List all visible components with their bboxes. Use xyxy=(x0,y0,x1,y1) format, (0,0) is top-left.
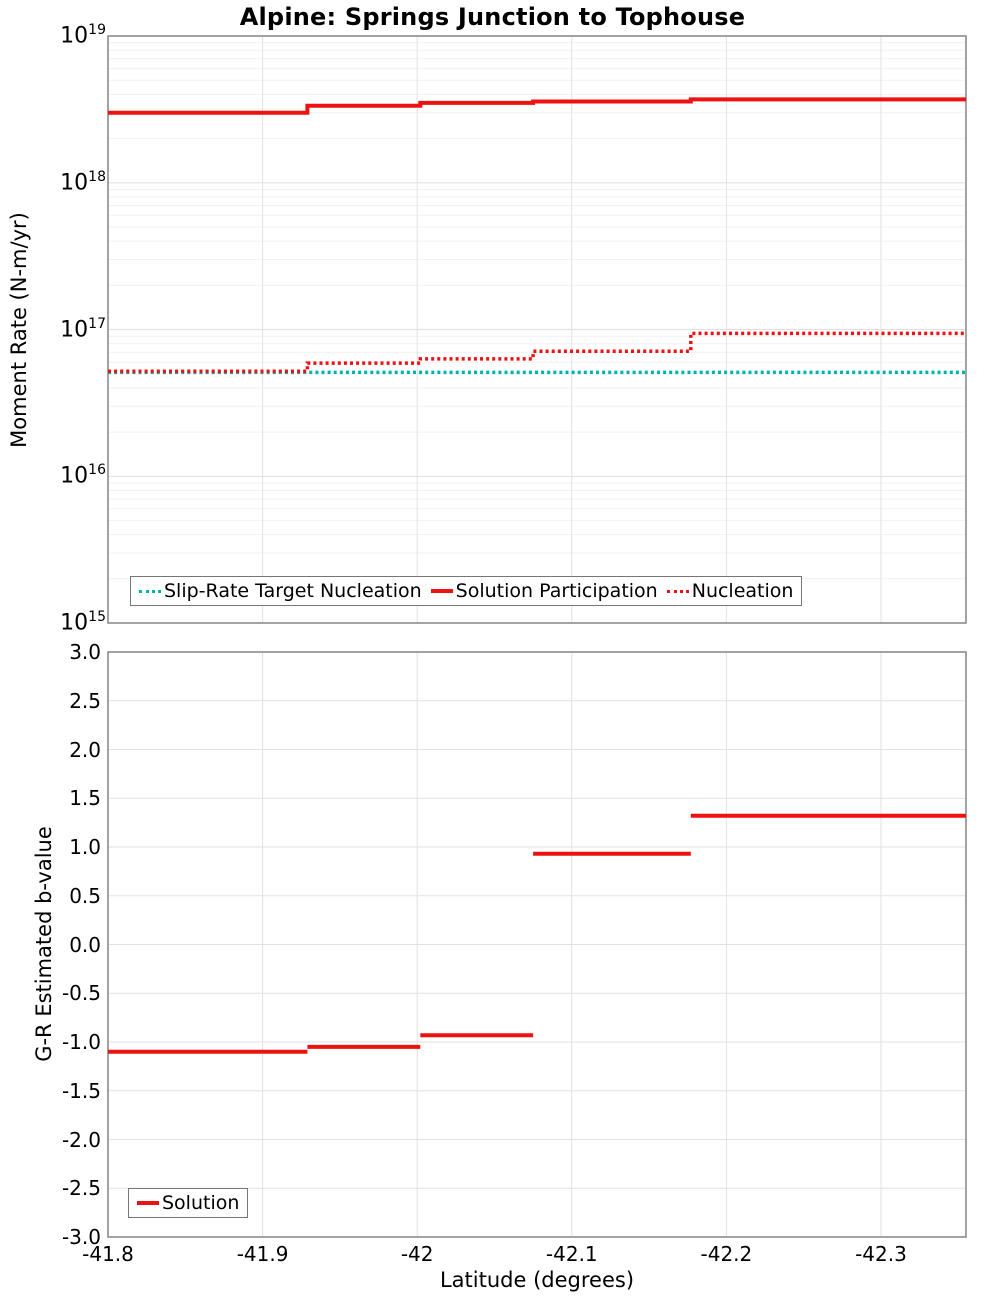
y-tick-label-2.5: 2.5 xyxy=(69,688,101,713)
legend-label: Solution Participation xyxy=(455,580,658,602)
y-tick-label--3.0: -3.0 xyxy=(61,1225,101,1249)
x-tick-label--42.1: -42.1 xyxy=(545,1242,598,1266)
y-tick-label-1.5: 1.5 xyxy=(69,786,101,811)
dotted-line-swatch-cyan xyxy=(139,589,161,593)
x-tick-label--41.8: -41.8 xyxy=(82,1242,134,1266)
legend-label: Slip-Rate Target Nucleation xyxy=(164,580,422,602)
plot-borders xyxy=(107,35,967,1238)
y-tick-label-1e18: 1018 xyxy=(60,168,106,196)
gridlines-b-value-plot xyxy=(108,652,966,1237)
series-solution-participation xyxy=(108,97,966,115)
y-tick-label--2.5: -2.5 xyxy=(61,1176,101,1201)
y-tick-label-0.5: 0.5 xyxy=(69,883,101,908)
y-tick-label-2.0: 2.0 xyxy=(69,737,101,762)
y-tick-label--1.5: -1.5 xyxy=(61,1078,101,1103)
y-tick-label-1e16: 1016 xyxy=(60,462,106,489)
dotted-line-swatch-red xyxy=(666,589,689,593)
x-tick-label--42: -42 xyxy=(400,1242,434,1266)
legend-item-slip-rate-target: Slip-Rate Target Nucleation xyxy=(139,580,422,602)
legend-label: Nucleation xyxy=(691,580,794,602)
legend-b-value: Solution xyxy=(128,1188,249,1218)
series-solution xyxy=(108,813,966,1054)
legend-item-nucleation: Nucleation xyxy=(666,580,794,602)
legend-item-solution-participation: Solution Participation xyxy=(430,580,658,602)
solid-line-swatch-red xyxy=(430,589,453,593)
legend-item-solution: Solution xyxy=(137,1192,239,1214)
y-tick-label--1.0: -1.0 xyxy=(61,1030,101,1054)
y-tick-label-1e17: 1017 xyxy=(60,315,106,342)
gridlines-moment-rate-plot xyxy=(108,36,966,623)
legend-label: Solution xyxy=(162,1192,240,1214)
y-tick-label-1.0: 1.0 xyxy=(69,835,101,859)
y-tick-label-1e19: 1019 xyxy=(60,22,106,49)
chart-title: Alpine: Springs Junction to Tophouse xyxy=(239,3,746,31)
y-tick-label-1e15: 1015 xyxy=(60,609,106,636)
x-tick-label--42.2: -42.2 xyxy=(700,1242,753,1266)
legend-moment-rate: Slip-Rate Target Nucleation Solution Par… xyxy=(130,576,803,606)
y-tick-label--0.5: -0.5 xyxy=(61,981,101,1006)
x-tick-label--41.9: -41.9 xyxy=(236,1242,289,1266)
y-tick-label-3.0: 3.0 xyxy=(69,640,101,664)
y-tick-label-0.0: 0.0 xyxy=(69,932,101,957)
x-axis-label: Latitude (degrees) xyxy=(439,1268,635,1292)
x-tick-label--42.3: -42.3 xyxy=(855,1242,907,1266)
y-tick-label--2.0: -2.0 xyxy=(61,1127,101,1152)
series-nucleation xyxy=(108,331,966,373)
solid-line-swatch-red xyxy=(137,1201,159,1205)
